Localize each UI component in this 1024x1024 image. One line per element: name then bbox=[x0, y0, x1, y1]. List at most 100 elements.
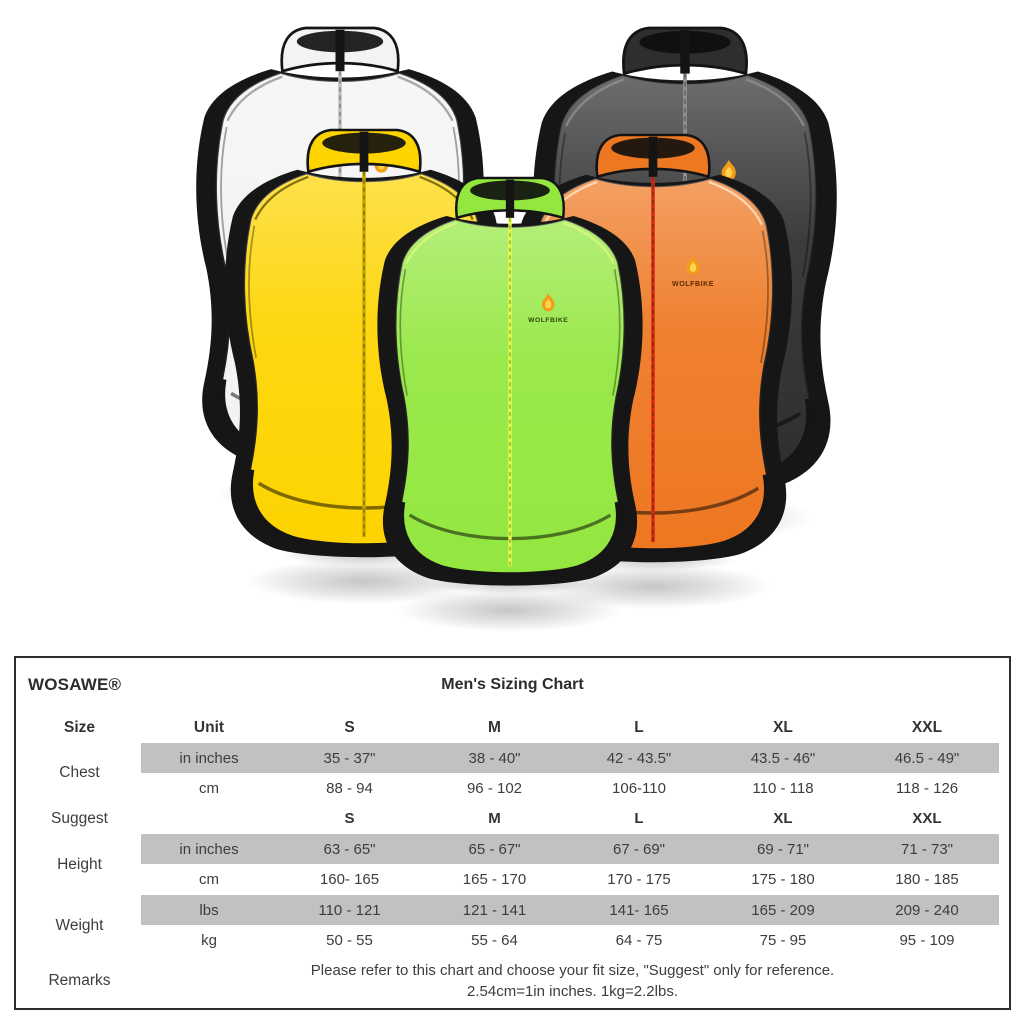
side-seam bbox=[612, 269, 621, 396]
table-cell: 170 - 175 bbox=[607, 871, 671, 888]
col-header-size: Size bbox=[63, 718, 95, 736]
row-label-height: Height bbox=[18, 834, 141, 895]
height-inches-row: Height in inches 63 - 65" 65 - 67" 67 - … bbox=[18, 834, 999, 895]
table-header-row: Size Unit S M L XL XXL bbox=[18, 712, 999, 743]
shoulder-piping bbox=[405, 221, 458, 264]
height-cm-row: cm 160- 165 165 - 170 170 - 175 175 - 18… bbox=[18, 864, 999, 895]
logo-text: WOLFBIKE bbox=[528, 317, 568, 324]
side-seam bbox=[399, 269, 408, 396]
collar-zip-flap bbox=[335, 29, 345, 72]
table-cell: 46.5 - 49" bbox=[855, 743, 999, 773]
logo-flame-inner bbox=[725, 166, 733, 178]
unit-cell: cm bbox=[199, 779, 219, 797]
shoulder-piping bbox=[565, 78, 625, 127]
table-cell: 63 - 65" bbox=[277, 834, 422, 864]
side-seam bbox=[220, 126, 230, 264]
table-cell: 141- 165 bbox=[567, 895, 711, 925]
shoulder-piping bbox=[562, 221, 615, 264]
table-cell: 55 - 64 bbox=[471, 932, 518, 949]
suggest-row: Suggest S M L XL XXL bbox=[18, 803, 999, 834]
logo-text: WOLFBIKE bbox=[672, 281, 714, 288]
collar-zip-flap bbox=[648, 136, 658, 177]
shoulder-piping bbox=[226, 75, 283, 122]
collar-zip-flap bbox=[680, 29, 690, 74]
table-cell: 71 - 73" bbox=[855, 834, 999, 864]
row-label-suggest: Suggest bbox=[51, 809, 108, 827]
table-cell: 65 - 67" bbox=[422, 834, 567, 864]
table-cell: 38 - 40" bbox=[422, 743, 567, 773]
table-cell: 175 - 180 bbox=[751, 871, 815, 888]
col-header-xxl: XXL bbox=[911, 718, 943, 736]
unit-cell: kg bbox=[201, 932, 217, 949]
table-cell: 165 - 209 bbox=[711, 895, 855, 925]
row-label-chest: Chest bbox=[18, 743, 141, 803]
table-cell: 160- 165 bbox=[319, 871, 380, 888]
col-header-m: M bbox=[488, 718, 501, 736]
logo-flame-inner bbox=[689, 261, 697, 272]
sizing-table: Size Unit S M L XL XXL Chest in inches 3… bbox=[18, 712, 999, 1006]
table-cell: 67 - 69" bbox=[567, 834, 711, 864]
chest-inches-row: Chest in inches 35 - 37" 38 - 40" 42 - 4… bbox=[18, 743, 999, 803]
chest-cm-row: cm 88 - 94 96 - 102 106-110 110 - 118 11… bbox=[18, 773, 999, 803]
table-cell: 43.5 - 46" bbox=[711, 743, 855, 773]
col-header-s: S bbox=[344, 718, 355, 736]
side-seam bbox=[801, 132, 812, 278]
weight-lbs-row: Weight lbs 110 - 121 121 - 141 141- 165 … bbox=[18, 895, 999, 956]
sizing-chart: WOSAWE® Men's Sizing Chart Size Unit S M… bbox=[14, 656, 1011, 1010]
row-label-remarks: Remarks bbox=[48, 972, 111, 989]
table-cell: 165 - 170 bbox=[462, 871, 527, 888]
remarks-row: Remarks Please refer to this chart and c… bbox=[18, 956, 999, 1006]
table-cell: 118 - 126 bbox=[895, 779, 959, 797]
table-cell: XL bbox=[773, 810, 793, 827]
unit-cell: lbs bbox=[141, 895, 277, 925]
brand-logo: WOLFBIKE bbox=[528, 293, 568, 324]
col-header-xl: XL bbox=[773, 718, 793, 736]
remarks-line-2: 2.54cm=1in inches. 1kg=2.2lbs. bbox=[467, 983, 678, 1000]
col-header-l: L bbox=[634, 718, 644, 736]
logo-flame-inner bbox=[545, 298, 552, 309]
side-seam bbox=[248, 225, 257, 359]
table-cell: 88 - 94 bbox=[326, 779, 373, 797]
shoulder-piping bbox=[397, 75, 454, 122]
table-cell: 209 - 240 bbox=[855, 895, 999, 925]
table-cell: 35 - 37" bbox=[277, 743, 422, 773]
unit-cell: in inches bbox=[141, 834, 277, 864]
unit-cell: in inches bbox=[141, 743, 277, 773]
table-cell: 106-110 bbox=[612, 779, 666, 797]
side-seam bbox=[760, 230, 769, 364]
remarks-line-1: Please refer to this chart and choose yo… bbox=[310, 962, 835, 979]
table-cell: 95 - 109 bbox=[899, 932, 955, 949]
shoulder-piping bbox=[254, 175, 309, 221]
chart-title: Men's Sizing Chart bbox=[441, 676, 584, 693]
unit-cell: cm bbox=[199, 871, 219, 888]
remarks-text: Please refer to this chart and choose yo… bbox=[141, 956, 999, 1006]
table-cell: 69 - 71" bbox=[711, 834, 855, 864]
table-cell: 42 - 43.5" bbox=[567, 743, 711, 773]
table-cell: 96 - 102 bbox=[466, 779, 523, 797]
collar-zip-flap bbox=[359, 131, 369, 172]
table-cell: 50 - 55 bbox=[326, 932, 373, 949]
product-photo: WOLFBIKEWOLFBIKEWOLFBIKEWOLFBIKEWOLFBIKE bbox=[196, 26, 837, 632]
floor-reflection bbox=[397, 588, 623, 632]
table-cell: L bbox=[634, 810, 644, 827]
table-cell: XXL bbox=[912, 810, 942, 827]
table-cell: M bbox=[488, 810, 501, 827]
hem-trim bbox=[395, 500, 625, 581]
brand-logo: WOLFBIKE bbox=[672, 255, 714, 288]
brand-name: WOSAWE® bbox=[28, 675, 122, 694]
table-cell: S bbox=[344, 810, 355, 827]
table-cell: 110 - 118 bbox=[752, 779, 814, 797]
table-cell: 110 - 121 bbox=[277, 895, 422, 925]
table-cell: 64 - 75 bbox=[615, 932, 663, 949]
table-cell: 121 - 141 bbox=[422, 895, 567, 925]
chart-titlebar: WOSAWE® Men's Sizing Chart bbox=[16, 658, 1009, 712]
weight-kg-row: kg 50 - 55 55 - 64 64 - 75 75 - 95 95 - … bbox=[18, 925, 999, 956]
collar-zip-flap bbox=[505, 179, 515, 218]
green-vest: WOLFBIKE bbox=[377, 176, 643, 586]
col-header-unit: Unit bbox=[193, 718, 225, 736]
shoulder-piping bbox=[745, 78, 805, 127]
table-cell: 180 - 185 bbox=[895, 871, 959, 888]
table-cell: 75 - 95 bbox=[759, 932, 807, 949]
shoulder-piping bbox=[708, 180, 763, 226]
unit-cell-empty bbox=[141, 803, 277, 834]
